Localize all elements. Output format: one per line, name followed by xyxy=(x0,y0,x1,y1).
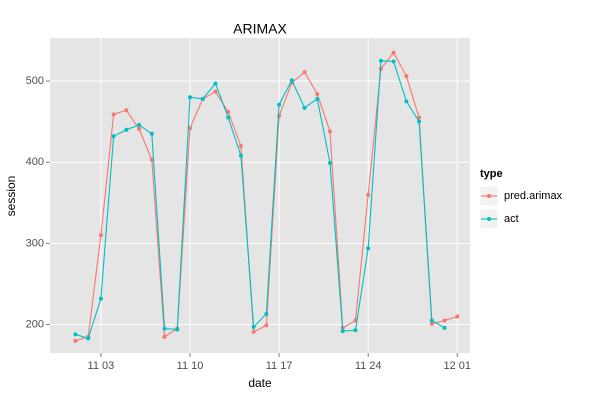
point xyxy=(353,328,358,333)
panel xyxy=(50,38,470,353)
x-tick-label: 12 01 xyxy=(444,360,472,372)
point xyxy=(226,115,231,120)
point xyxy=(366,246,371,251)
point xyxy=(302,105,307,110)
point xyxy=(264,312,269,317)
chart-title: ARIMAX xyxy=(233,21,287,37)
point xyxy=(137,122,142,127)
x-tick-label: 11 17 xyxy=(266,360,293,372)
point xyxy=(264,323,269,328)
point xyxy=(124,108,129,113)
point xyxy=(73,338,78,343)
point xyxy=(315,92,320,97)
point xyxy=(238,143,243,148)
series-line xyxy=(75,60,445,340)
point xyxy=(149,157,154,162)
point xyxy=(226,109,231,114)
point xyxy=(378,58,383,63)
point xyxy=(111,112,116,117)
point xyxy=(429,318,434,323)
x-tick-label: 11 03 xyxy=(88,360,115,372)
point xyxy=(98,233,103,238)
legend-label: act xyxy=(504,213,519,225)
point xyxy=(111,134,116,139)
point xyxy=(366,192,371,197)
point xyxy=(162,326,167,331)
point xyxy=(391,59,396,64)
point xyxy=(289,78,294,83)
point xyxy=(328,129,332,134)
point xyxy=(238,153,243,158)
point xyxy=(302,70,307,75)
point xyxy=(404,99,409,104)
point xyxy=(137,126,142,131)
point xyxy=(124,127,129,132)
legend-title: type xyxy=(480,168,503,180)
point xyxy=(251,325,256,330)
point xyxy=(86,336,91,341)
point xyxy=(251,329,256,334)
y-tick-label: 300 xyxy=(26,237,44,249)
legend-label: pred.arimax xyxy=(504,190,563,202)
point xyxy=(188,126,192,131)
point xyxy=(442,318,447,323)
y-tick-label: 200 xyxy=(26,318,44,330)
point xyxy=(340,329,345,334)
point xyxy=(442,325,447,330)
x-tick-label: 11 10 xyxy=(177,360,204,372)
point xyxy=(73,332,78,337)
point xyxy=(200,96,205,101)
point xyxy=(328,161,332,166)
point xyxy=(315,96,320,101)
y-axis-title: session xyxy=(4,176,18,217)
point xyxy=(162,334,167,339)
point xyxy=(277,113,282,118)
point xyxy=(213,89,218,94)
y-tick-label: 500 xyxy=(26,75,44,87)
x-tick-label: 11 24 xyxy=(355,360,382,372)
legend-point xyxy=(487,194,491,198)
legend-point xyxy=(487,217,491,221)
point xyxy=(417,115,422,120)
point xyxy=(277,102,282,107)
point xyxy=(175,327,180,332)
point xyxy=(417,119,422,124)
point xyxy=(188,95,192,100)
point xyxy=(149,131,154,136)
point xyxy=(98,296,103,301)
point xyxy=(404,74,409,79)
point xyxy=(455,314,460,319)
point xyxy=(391,50,396,55)
point xyxy=(429,321,434,326)
y-tick-label: 400 xyxy=(26,156,44,168)
point xyxy=(213,81,218,86)
x-axis-title: date xyxy=(248,376,272,390)
